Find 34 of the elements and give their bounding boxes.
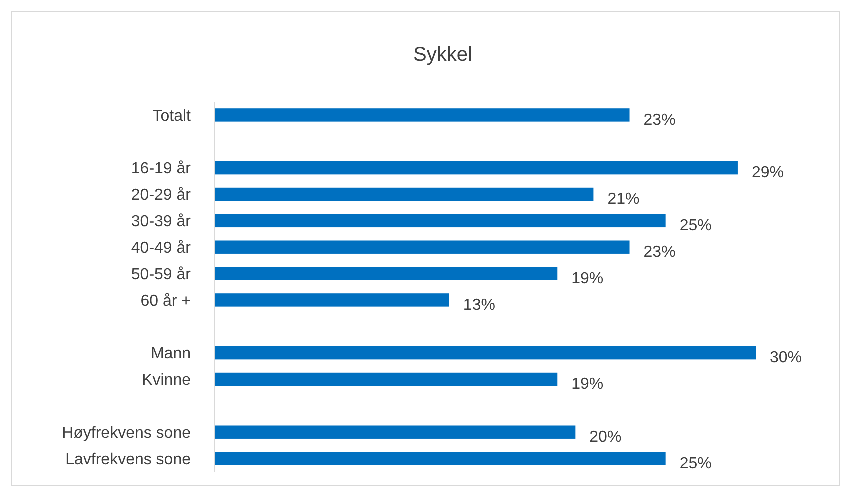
y-tick-label: Høyfrekvens sone bbox=[62, 424, 192, 442]
y-tick-label: Totalt bbox=[152, 108, 192, 125]
data-label: 21% bbox=[608, 191, 640, 208]
bar bbox=[215, 452, 666, 466]
y-tick-label: Lavfrekvens sone bbox=[66, 451, 192, 468]
y-tick-label: 50-59 år bbox=[131, 266, 192, 284]
data-label: 23% bbox=[644, 112, 676, 129]
bar bbox=[215, 214, 666, 228]
data-label: 20% bbox=[590, 428, 622, 446]
bar bbox=[215, 426, 576, 439]
data-label: 29% bbox=[752, 164, 784, 182]
y-tick-label: 40-49 år bbox=[131, 240, 192, 257]
data-label: 25% bbox=[680, 455, 712, 472]
bar bbox=[215, 267, 558, 280]
data-label: 25% bbox=[680, 218, 712, 235]
data-label: 13% bbox=[463, 296, 496, 314]
y-tick-label: 30-39 år bbox=[131, 214, 192, 231]
bar bbox=[215, 372, 558, 386]
data-label: 19% bbox=[572, 376, 604, 394]
bar bbox=[215, 240, 630, 254]
bar bbox=[215, 346, 756, 360]
y-tick-label: 16-19 år bbox=[131, 160, 192, 178]
bar bbox=[215, 108, 630, 122]
bar bbox=[215, 188, 594, 202]
bar bbox=[215, 161, 738, 175]
data-label: 30% bbox=[770, 350, 802, 367]
y-tick-label: Mann bbox=[150, 346, 191, 363]
y-tick-label: 60 år + bbox=[140, 292, 191, 310]
data-label: 19% bbox=[572, 270, 604, 288]
y-tick-label: 20-29 år bbox=[131, 187, 192, 204]
y-tick-label: Kvinne bbox=[142, 372, 192, 390]
chart-title: Sykkel bbox=[414, 44, 472, 66]
bar bbox=[215, 294, 450, 307]
data-label: 23% bbox=[644, 244, 676, 261]
